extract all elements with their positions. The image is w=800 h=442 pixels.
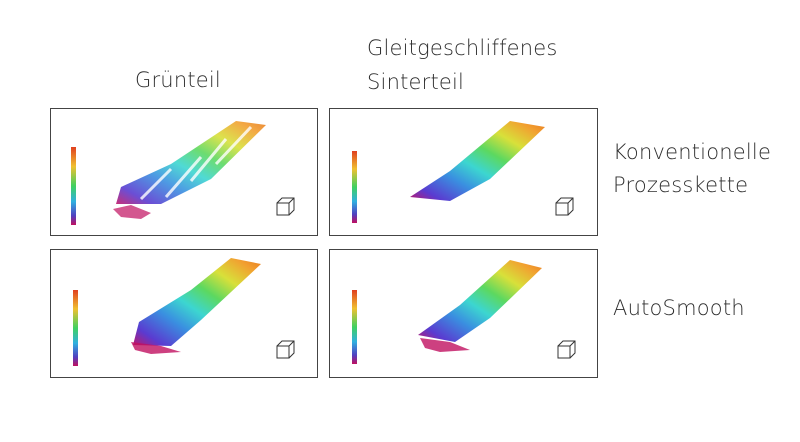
scan-panel	[50, 249, 318, 378]
scan-panel	[329, 249, 598, 378]
scan-image	[352, 121, 574, 223]
row-header: Prozesskette	[613, 173, 749, 197]
scan-image	[352, 260, 576, 364]
color-scale	[352, 290, 357, 364]
scan-surface	[116, 121, 266, 204]
scan-image	[71, 121, 295, 225]
column-header: Grünteil	[135, 68, 221, 92]
color-scale	[352, 151, 357, 223]
scan-surface	[418, 260, 542, 342]
scan-panel	[50, 108, 318, 236]
scan-surface	[133, 258, 261, 346]
row-header: AutoSmooth	[613, 296, 745, 320]
color-scale	[71, 147, 76, 225]
column-header: Sinterteil	[367, 70, 465, 94]
scan-panel	[329, 108, 598, 236]
column-header: Gleitgeschliffenes	[367, 36, 558, 60]
scan-surface	[410, 121, 545, 201]
scan-image	[73, 258, 295, 366]
color-scale	[73, 290, 78, 366]
row-header: Konventionelle	[613, 140, 772, 164]
